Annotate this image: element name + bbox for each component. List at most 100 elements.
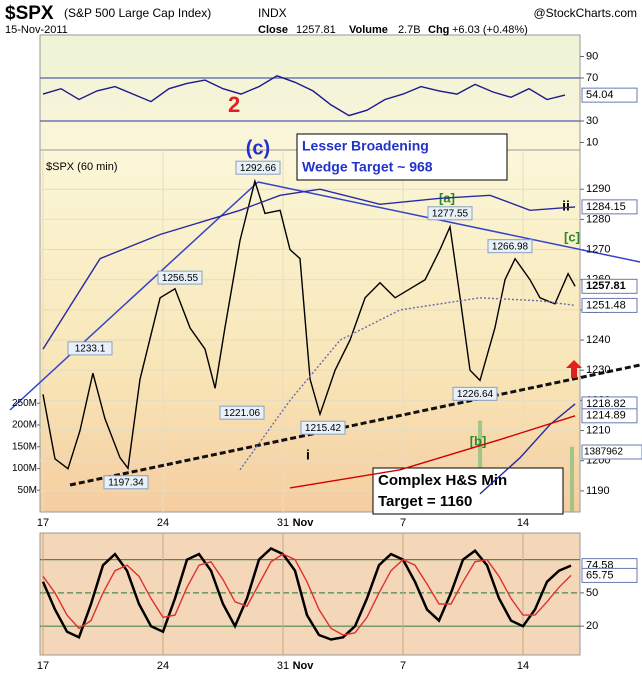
wedge-line bbox=[257, 181, 641, 263]
annotation: Target = 1160 bbox=[378, 493, 472, 510]
wave-label: i bbox=[306, 447, 310, 463]
exchange: INDX bbox=[258, 6, 287, 20]
x-tick-label: 24 bbox=[157, 660, 169, 672]
value-tag bbox=[581, 567, 638, 583]
value-tag bbox=[581, 444, 642, 460]
arrow bbox=[566, 360, 582, 378]
annotation: Wedge Target ~ 968 bbox=[302, 159, 433, 175]
point-label: 1197.34 bbox=[108, 477, 144, 488]
point-label-box bbox=[452, 386, 498, 401]
point-label-box bbox=[235, 160, 281, 175]
x-tick-label: 7 bbox=[400, 660, 406, 672]
y-tick-label: 70 bbox=[586, 72, 598, 84]
value-tag-label: 1218.82 bbox=[586, 398, 626, 410]
value-tag-label: 1257.81 bbox=[586, 280, 626, 292]
value-tag-label: 1387962 bbox=[584, 447, 623, 458]
series-line bbox=[289, 415, 576, 489]
y-tick-label: 1230 bbox=[586, 364, 610, 376]
y-tick-label: 1270 bbox=[586, 243, 610, 255]
point-label-box bbox=[103, 475, 149, 490]
index-name: (S&P 500 Large Cap Index) bbox=[64, 6, 211, 20]
series-line bbox=[479, 403, 576, 495]
symbol: $SPX bbox=[5, 3, 54, 24]
chg: +6.03 (+0.48%) bbox=[452, 24, 528, 36]
series-line bbox=[42, 75, 566, 117]
wave-label: ii bbox=[562, 198, 570, 214]
volume-tick-label: 250M bbox=[12, 398, 37, 409]
point-label: 1256.55 bbox=[162, 273, 199, 284]
y-tick-label: 50 bbox=[586, 587, 598, 599]
point-label-box bbox=[427, 206, 473, 221]
point-label-box bbox=[219, 405, 265, 420]
point-label-box bbox=[300, 420, 346, 435]
date: 15-Nov-2011 bbox=[5, 24, 68, 36]
value-tag bbox=[581, 199, 638, 215]
wave-label: [c] bbox=[564, 229, 580, 244]
y-tick-label: 1290 bbox=[586, 183, 610, 195]
neckline bbox=[69, 363, 641, 487]
value-tag bbox=[581, 278, 638, 294]
y-tick-label: 1280 bbox=[586, 213, 610, 225]
y-tick-label: 10 bbox=[586, 136, 598, 148]
wave-label: 2 bbox=[228, 92, 240, 117]
source: @StockCharts.com bbox=[533, 6, 637, 20]
point-label: 1215.42 bbox=[305, 423, 342, 434]
point-label-box bbox=[487, 239, 533, 254]
price-panel bbox=[39, 149, 581, 513]
x-tick-label: 14 bbox=[517, 517, 529, 529]
x-tick-label: 17 bbox=[37, 660, 49, 672]
value-tag bbox=[581, 87, 638, 103]
point-label: 1226.64 bbox=[457, 389, 494, 400]
y-tick-label: 1210 bbox=[586, 424, 610, 436]
x-tick-label: 14 bbox=[517, 660, 529, 672]
close-label: Close bbox=[258, 24, 288, 36]
x-tick-label: 31 bbox=[277, 517, 289, 529]
annotation-box bbox=[372, 467, 564, 515]
y-tick-label: 1190 bbox=[586, 485, 610, 497]
month-label: Nov bbox=[293, 660, 315, 672]
series-line bbox=[42, 178, 576, 471]
stoch-panel bbox=[39, 532, 581, 656]
volume-tick-label: 50M bbox=[18, 485, 37, 496]
annotation-box bbox=[296, 133, 508, 181]
y-tick-label: 20 bbox=[586, 620, 598, 632]
volume-label: Volume bbox=[349, 24, 388, 36]
point-label: 1233.1 bbox=[75, 344, 106, 355]
annotation: Lesser Broadening bbox=[302, 138, 429, 154]
rsi-panel bbox=[39, 34, 581, 151]
y-tick-label: 30 bbox=[586, 115, 598, 127]
series-line bbox=[239, 297, 576, 471]
value-tag-label: 65.75 bbox=[586, 569, 614, 581]
background-layer bbox=[40, 77, 580, 655]
series-line bbox=[42, 188, 576, 350]
x-tick-label: 7 bbox=[400, 517, 406, 529]
volume-tick-label: 100M bbox=[12, 463, 37, 474]
volume-bar bbox=[478, 420, 483, 512]
x-tick-label: 24 bbox=[157, 517, 169, 529]
value-tag-label: 1214.89 bbox=[586, 410, 626, 422]
x-tick-label: 31 bbox=[277, 660, 289, 672]
point-label: 1277.55 bbox=[432, 208, 469, 219]
value-tag-label: 1284.15 bbox=[586, 201, 626, 213]
series-line bbox=[42, 553, 572, 636]
point-label: 1221.06 bbox=[224, 408, 261, 419]
volume-bar bbox=[569, 446, 574, 512]
value-tag bbox=[581, 408, 638, 424]
volume-tick-label: 200M bbox=[12, 420, 37, 431]
annotation: Complex H&S Min bbox=[378, 472, 507, 489]
close: 1257.81 bbox=[296, 24, 336, 36]
point-label: 1266.98 bbox=[492, 241, 529, 252]
month-label: Nov bbox=[293, 517, 315, 529]
x-tick-label: 17 bbox=[37, 517, 49, 529]
volume: 2.7B bbox=[398, 24, 421, 36]
volume-tick-label: 150M bbox=[12, 441, 37, 452]
chg-label: Chg bbox=[428, 24, 449, 36]
point-label-box bbox=[157, 270, 203, 285]
value-tag bbox=[581, 297, 638, 313]
wedge-line bbox=[9, 181, 259, 411]
y-tick-label: 1240 bbox=[586, 334, 610, 346]
value-tag-label: 1251.48 bbox=[586, 299, 626, 311]
y-tick-label: 90 bbox=[586, 50, 598, 62]
value-tag-label: 54.04 bbox=[586, 89, 614, 101]
